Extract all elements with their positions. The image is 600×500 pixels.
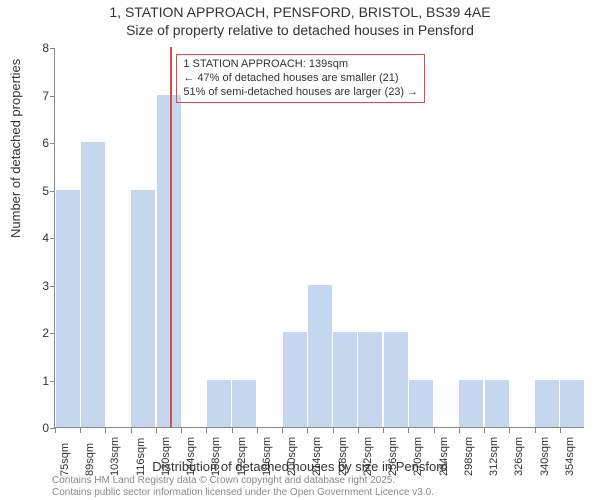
xtick-mark [509,428,510,433]
histogram-bar [409,380,433,428]
ytick-label: 6 [33,136,49,150]
histogram-bar [358,332,382,427]
ytick-label: 8 [33,41,49,55]
plot-area: 01234567875sqm89sqm103sqm116sqm130sqm144… [54,48,584,428]
y-axis-label: Number of detached properties [8,59,23,238]
annotation-line-1: 1 STATION APPROACH: 139sqm [183,58,418,72]
ytick-mark [50,143,55,144]
xtick-mark [55,428,56,433]
xtick-mark [408,428,409,433]
ytick-label: 1 [33,374,49,388]
property-marker-line [170,47,172,427]
ytick-label: 4 [33,231,49,245]
ytick-label: 7 [33,89,49,103]
ytick-mark [50,48,55,49]
plot-frame: 01234567875sqm89sqm103sqm116sqm130sqm144… [54,48,584,428]
xtick-mark [383,428,384,433]
xtick-mark [333,428,334,433]
annotation-line-3: 51% of semi-detached houses are larger (… [183,86,418,100]
ytick-mark [50,191,55,192]
xtick-mark [131,428,132,433]
xtick-mark [206,428,207,433]
xtick-mark [535,428,536,433]
attribution-block: Contains HM Land Registry data © Crown c… [52,475,434,498]
histogram-bar [459,380,483,428]
histogram-bar [535,380,559,428]
histogram-bar [333,332,357,427]
attribution-line-1: Contains HM Land Registry data © Crown c… [52,475,434,487]
ytick-mark [50,238,55,239]
ytick-label: 5 [33,184,49,198]
xtick-mark [80,428,81,433]
histogram-bar [560,380,584,428]
annotation-box: 1 STATION APPROACH: 139sqm← 47% of detac… [176,54,425,103]
ytick-mark [50,381,55,382]
chart-title-block: 1, STATION APPROACH, PENSFORD, BRISTOL, … [0,0,600,39]
histogram-bar [308,285,332,428]
ytick-mark [50,96,55,97]
xtick-mark [282,428,283,433]
xtick-mark [434,428,435,433]
xtick-mark [257,428,258,433]
title-line-1: 1, STATION APPROACH, PENSFORD, BRISTOL, … [0,4,600,22]
ytick-mark [50,333,55,334]
histogram-bar [207,380,231,428]
xtick-mark [358,428,359,433]
title-line-2: Size of property relative to detached ho… [0,22,600,40]
histogram-bar [131,190,155,428]
xtick-mark [307,428,308,433]
x-axis-label: Distribution of detached houses by size … [0,459,600,474]
histogram-bar [283,332,307,427]
attribution-line-2: Contains public sector information licen… [52,487,434,499]
xtick-mark [484,428,485,433]
histogram-bar [56,190,80,428]
histogram-bar [232,380,256,428]
xtick-mark [232,428,233,433]
ytick-label: 0 [33,421,49,435]
histogram-bar [384,332,408,427]
histogram-bar [157,95,181,428]
ytick-mark [50,286,55,287]
ytick-label: 3 [33,279,49,293]
xtick-mark [105,428,106,433]
xtick-mark [459,428,460,433]
ytick-label: 2 [33,326,49,340]
histogram-bar [81,142,105,427]
xtick-mark [560,428,561,433]
histogram-bar [485,380,509,428]
xtick-mark [181,428,182,433]
xtick-mark [156,428,157,433]
annotation-line-2: ← 47% of detached houses are smaller (21… [183,72,418,86]
